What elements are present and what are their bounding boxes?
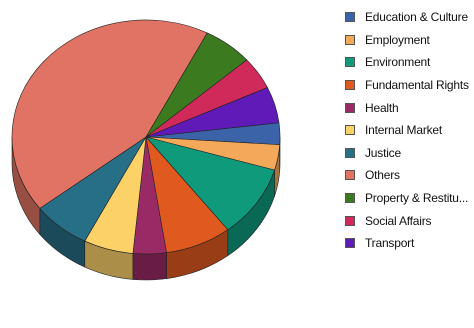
legend-item: Fundamental Rights xyxy=(345,74,474,97)
legend-item: Property & Restitu... xyxy=(345,187,474,210)
legend-swatch xyxy=(345,215,355,226)
legend-label: Education & Culture xyxy=(365,10,468,25)
legend-label: Environment xyxy=(365,55,431,70)
legend-label: Social Affairs xyxy=(365,213,432,228)
legend-label: Property & Restitu... xyxy=(365,191,469,206)
legend-label: Employment xyxy=(365,32,430,47)
legend-swatch xyxy=(345,193,355,204)
legend-swatch xyxy=(345,170,355,181)
legend-label: Internal Market xyxy=(365,123,443,138)
pie-slice-others xyxy=(11,19,208,209)
legend-item: Environment xyxy=(345,51,474,74)
legend-swatch xyxy=(345,125,355,136)
legend-item: Internal Market xyxy=(345,119,474,142)
pie-side-health xyxy=(132,252,167,281)
pie-slice-environment xyxy=(145,136,275,231)
legend-item: Employment xyxy=(345,29,474,52)
legend-swatch xyxy=(345,147,355,158)
legend-swatch xyxy=(345,238,355,249)
legend-label: Fundamental Rights xyxy=(365,78,469,93)
legend-label: Transport xyxy=(365,236,415,251)
legend-label: Justice xyxy=(365,145,401,160)
legend-swatch xyxy=(345,34,355,45)
legend-item: Education & Culture xyxy=(345,6,474,29)
legend-label: Others xyxy=(365,168,400,183)
legend-item: Others xyxy=(345,164,474,187)
legend-swatch xyxy=(345,102,355,113)
legend-swatch xyxy=(345,12,355,23)
legend-item: Social Affairs xyxy=(345,209,474,232)
pie-slice-transport xyxy=(145,87,280,138)
legend-item: Health xyxy=(345,96,474,119)
legend-item: Justice xyxy=(345,142,474,165)
legend-label: Health xyxy=(365,100,399,115)
legend-item: Transport xyxy=(345,232,474,255)
legend-swatch xyxy=(345,80,355,91)
legend: Education & Culture Employment Environment… xyxy=(345,6,474,255)
pie-chart xyxy=(11,19,281,281)
legend-swatch xyxy=(345,57,355,68)
